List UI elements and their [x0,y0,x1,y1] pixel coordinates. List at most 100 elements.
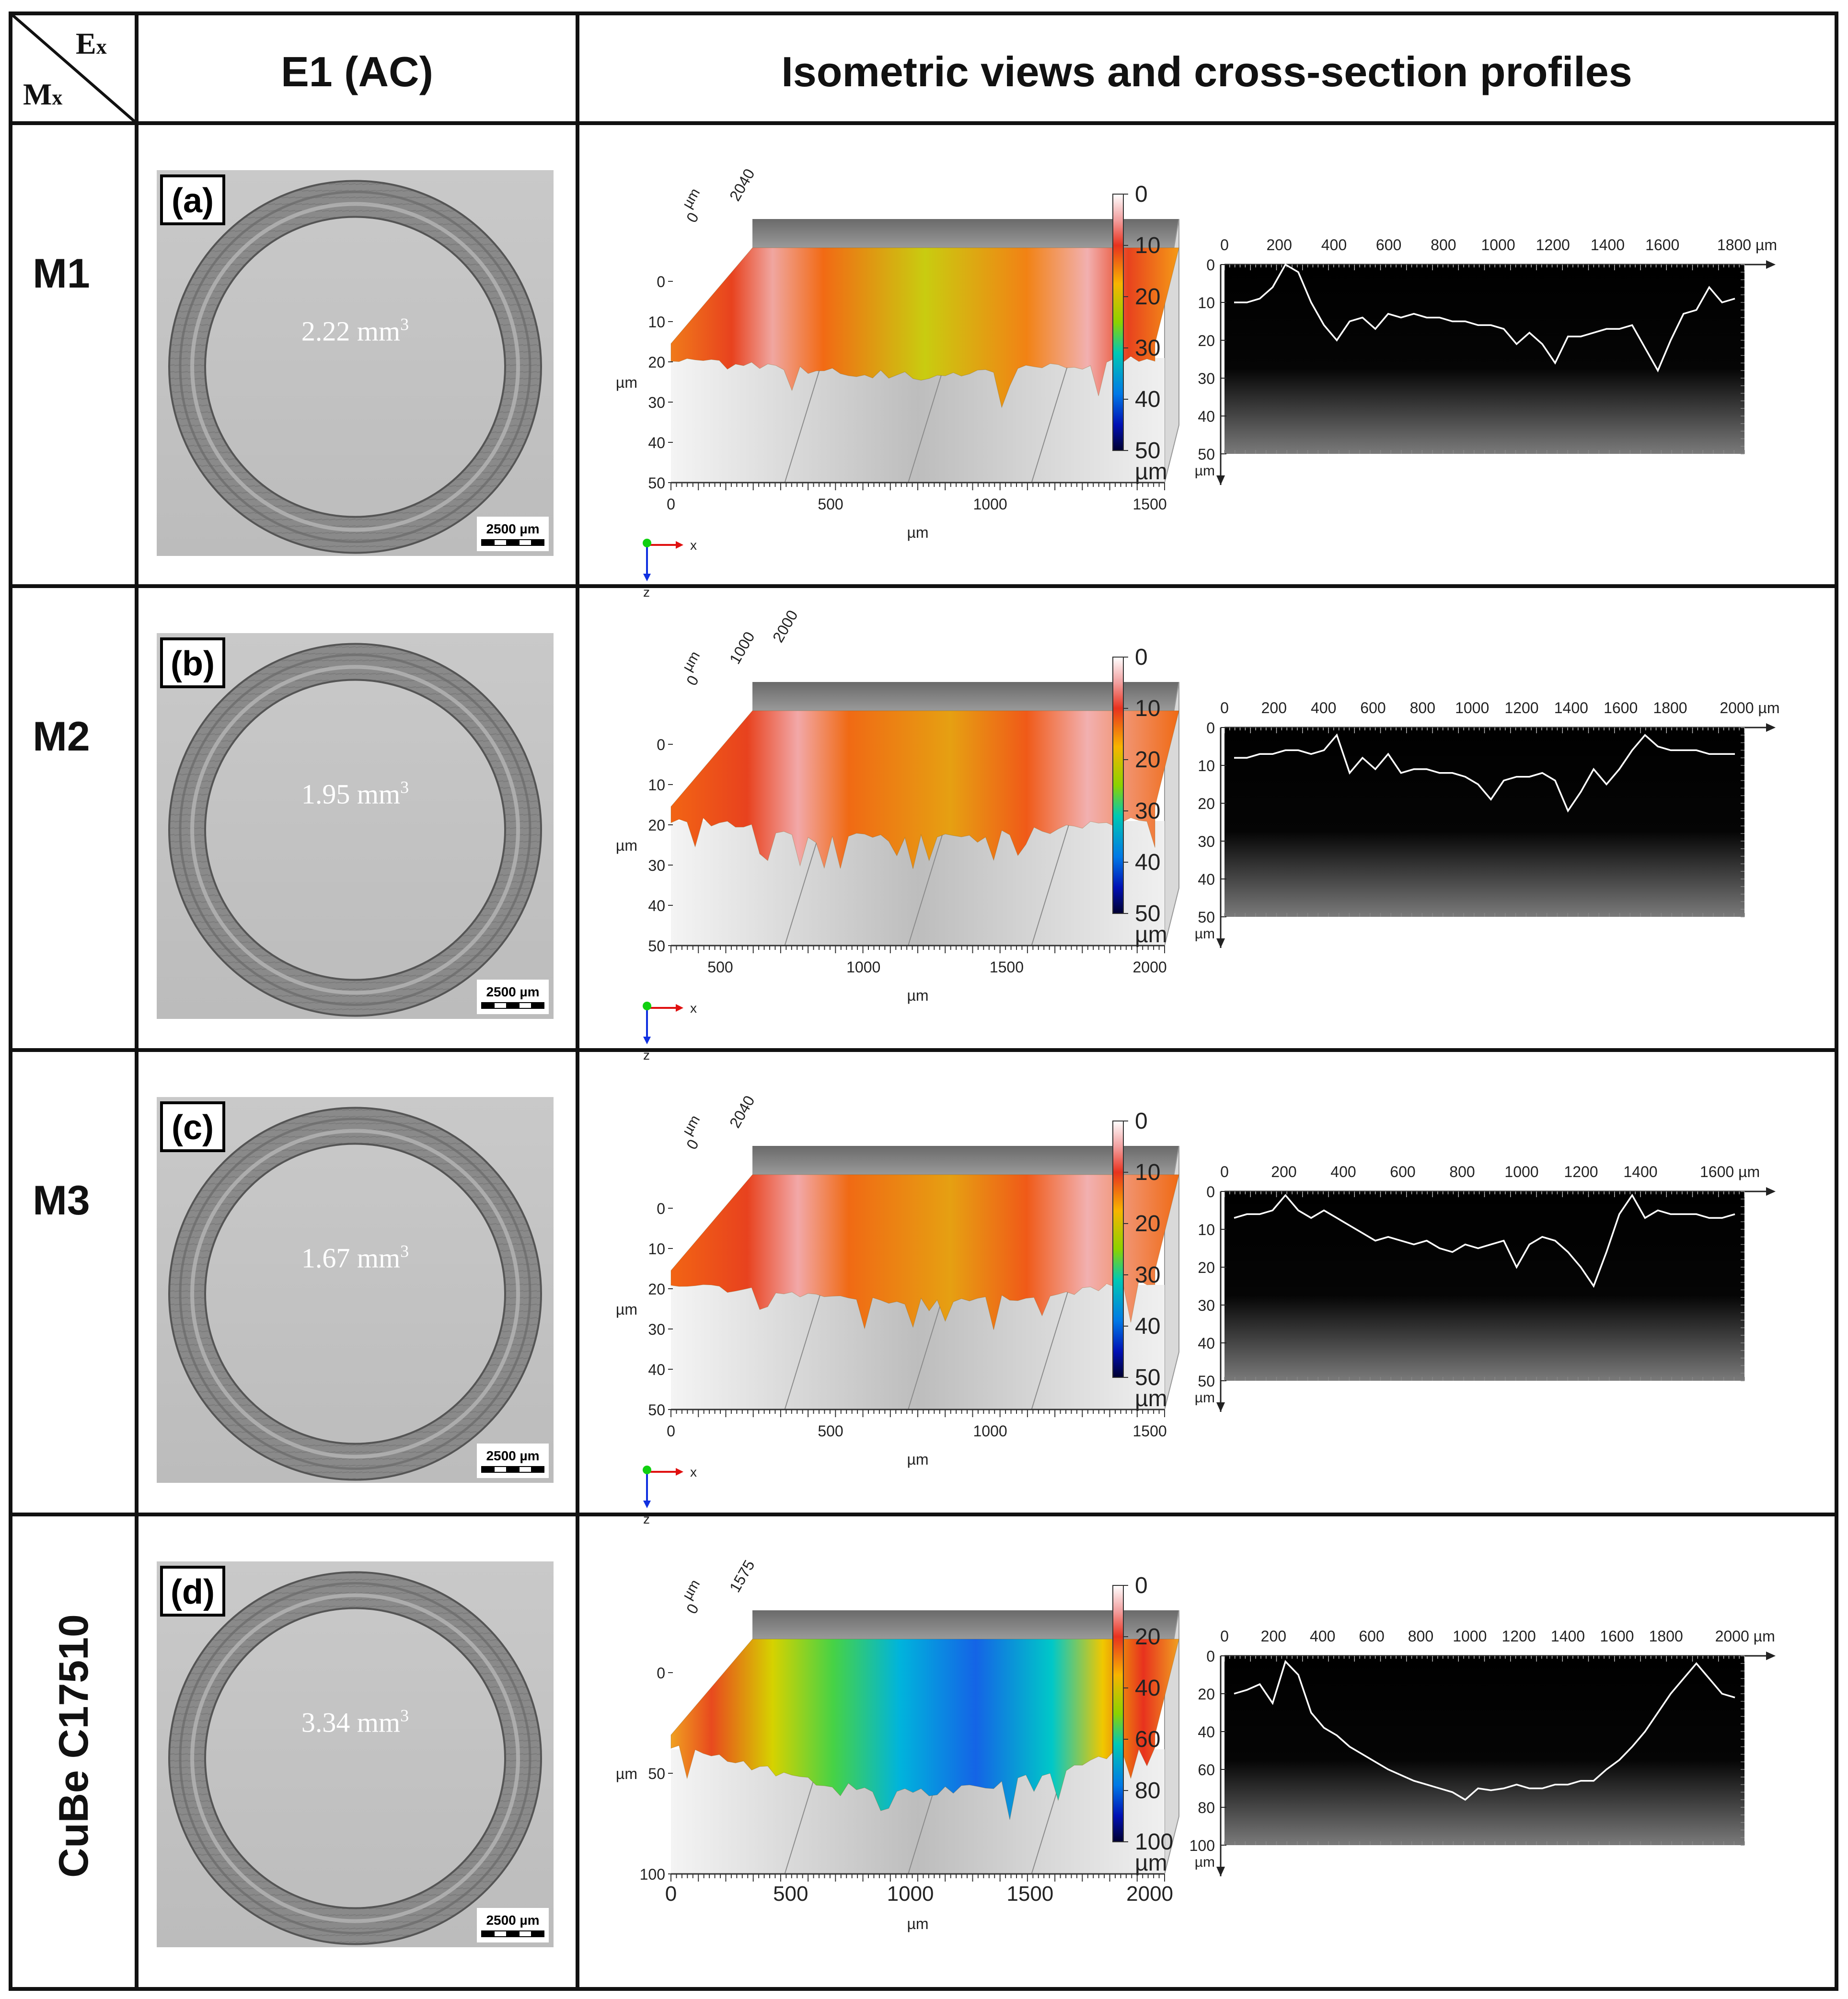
svg-text:40: 40 [1135,1314,1160,1339]
svg-text:µm: µm [679,1112,703,1138]
svg-text:0: 0 [657,736,665,753]
svg-text:50: 50 [1135,1365,1160,1390]
column-header-e1: E1 (AC) [281,48,433,95]
profile-x-tick: 0 [1220,1628,1229,1645]
profile-y-tick: 0 [1206,1183,1215,1201]
profile-y-tick: 0 [1206,256,1215,274]
profile-x-tick: 200 [1267,236,1292,254]
svg-text:1000: 1000 [973,496,1007,513]
profile-x-tick: 800 [1431,236,1456,254]
svg-text:10: 10 [648,1240,665,1258]
profile-x-tick: 1000 [1504,1163,1538,1180]
svg-text:10: 10 [648,776,665,794]
svg-text:µm: µm [1135,1850,1167,1876]
svg-text:1000: 1000 [726,629,758,667]
column-header-profiles: Isometric views and cross-section profil… [781,48,1632,95]
svg-text:µm: µm [616,1301,637,1318]
svg-text:x: x [690,1001,697,1016]
profile-x-tick: 1200 [1502,1628,1536,1645]
profile-y-tick: 20 [1198,332,1215,349]
svg-text:500: 500 [818,496,843,513]
svg-text:40: 40 [648,1361,665,1378]
profile-line [1234,263,1735,373]
profile-x-tick: 400 [1330,1163,1356,1180]
svg-text:500: 500 [818,1422,843,1440]
svg-text:0: 0 [657,273,665,290]
iso-y-axis: 0 2040 µm [679,1093,758,1153]
svg-text:50: 50 [1135,901,1160,926]
svg-text:x: x [690,538,697,553]
svg-text:z: z [643,585,650,600]
wear-track-image: (d) 3.34 mm3 2500 µm [157,1561,554,1947]
svg-text:10: 10 [648,313,665,331]
svg-text:40: 40 [1135,1675,1160,1701]
profile-y-tick: 10 [1198,1221,1215,1238]
profile-y-tick: 0 [1206,1648,1215,1665]
svg-text:0: 0 [667,1422,675,1440]
svg-text:10: 10 [1135,233,1160,258]
svg-text:50: 50 [648,1401,665,1419]
svg-text:20: 20 [648,1281,665,1298]
svg-text:2040: 2040 [726,1093,758,1131]
profile-x-tick: 600 [1390,1163,1415,1180]
svg-text:1000: 1000 [973,1422,1007,1440]
svg-text:µm: µm [679,185,703,211]
corner-diagonal [10,12,138,125]
profile-x-tick: 1400 [1623,1163,1657,1180]
svg-text:µm: µm [1135,922,1167,948]
svg-text:20: 20 [1135,1211,1160,1236]
svg-text:1000: 1000 [846,959,880,976]
svg-text:µm: µm [679,1577,703,1602]
cross-section-profile: 0 200 400 600 800 1000 1200 1400 1600 1800 2000 µm… [1190,1628,1776,1876]
wear-volume-label: 1.95 mm3 [301,778,409,810]
svg-text:60: 60 [1135,1727,1160,1752]
svg-text:30: 30 [648,1321,665,1338]
svg-text:µm: µm [1195,1390,1215,1406]
cross-section-profile: 0 200 400 600 800 1000 1200 1400 1600 1800 2000 µm… [1195,699,1780,948]
svg-text:2000: 2000 [1126,1882,1173,1906]
panel-label: (b) [171,645,215,683]
scale-bar-label: 2500 µm [486,1448,539,1463]
profile-x-tick: 1600 µm [1700,1163,1760,1180]
svg-text:0: 0 [683,672,702,688]
profile-x-tick: 1400 [1554,699,1588,716]
svg-text:10: 10 [1135,1160,1160,1185]
svg-text:µm: µm [616,1765,637,1782]
table-header: Ex Mx E1 (AC) Isometric views and cross-… [23,26,1632,111]
profile-y-tick: 40 [1198,871,1215,888]
svg-text:z: z [643,1048,650,1063]
svg-text:1500: 1500 [990,959,1024,976]
profile-x-tick: 1600 [1604,699,1638,716]
wear-volume-label: 2.22 mm3 [301,315,409,347]
svg-text:µm: µm [1135,1386,1167,1411]
profile-y-tick: 40 [1198,1335,1215,1352]
iso-z-axis: 0 50 100 µm [616,1664,673,1883]
profile-x-tick: 600 [1376,236,1401,254]
wear-track-image: (b) 1.95 mm3 2500 µm [157,633,554,1019]
svg-text:1500: 1500 [1006,1882,1053,1906]
svg-text:µm: µm [679,648,703,674]
iso-z-axis: 0 10 20 30 40 50 µm [616,736,673,955]
wear-volume-label: 3.34 mm3 [301,1706,409,1738]
profile-y-tick: 50 [1198,1373,1215,1390]
svg-text:µm: µm [907,524,928,541]
profile-x-tick: 400 [1311,699,1336,716]
svg-text:0: 0 [1135,645,1148,670]
profile-x-tick: 2000 µm [1715,1628,1775,1645]
svg-text:500: 500 [707,959,733,976]
corner-top-label: Ex [76,26,107,60]
profile-x-tick: 200 [1261,699,1287,716]
profile-x-tick: 1000 [1481,236,1515,254]
iso-x-axis: 0 500 1000 1500 µm [667,1409,1167,1468]
profile-plot-area [1224,1191,1744,1381]
scale-bar [481,1466,544,1473]
svg-text:0: 0 [657,1664,665,1682]
profile-y-tick: 80 [1198,1799,1215,1816]
svg-text:20: 20 [648,817,665,834]
profile-x-tick: 0 [1220,236,1229,254]
